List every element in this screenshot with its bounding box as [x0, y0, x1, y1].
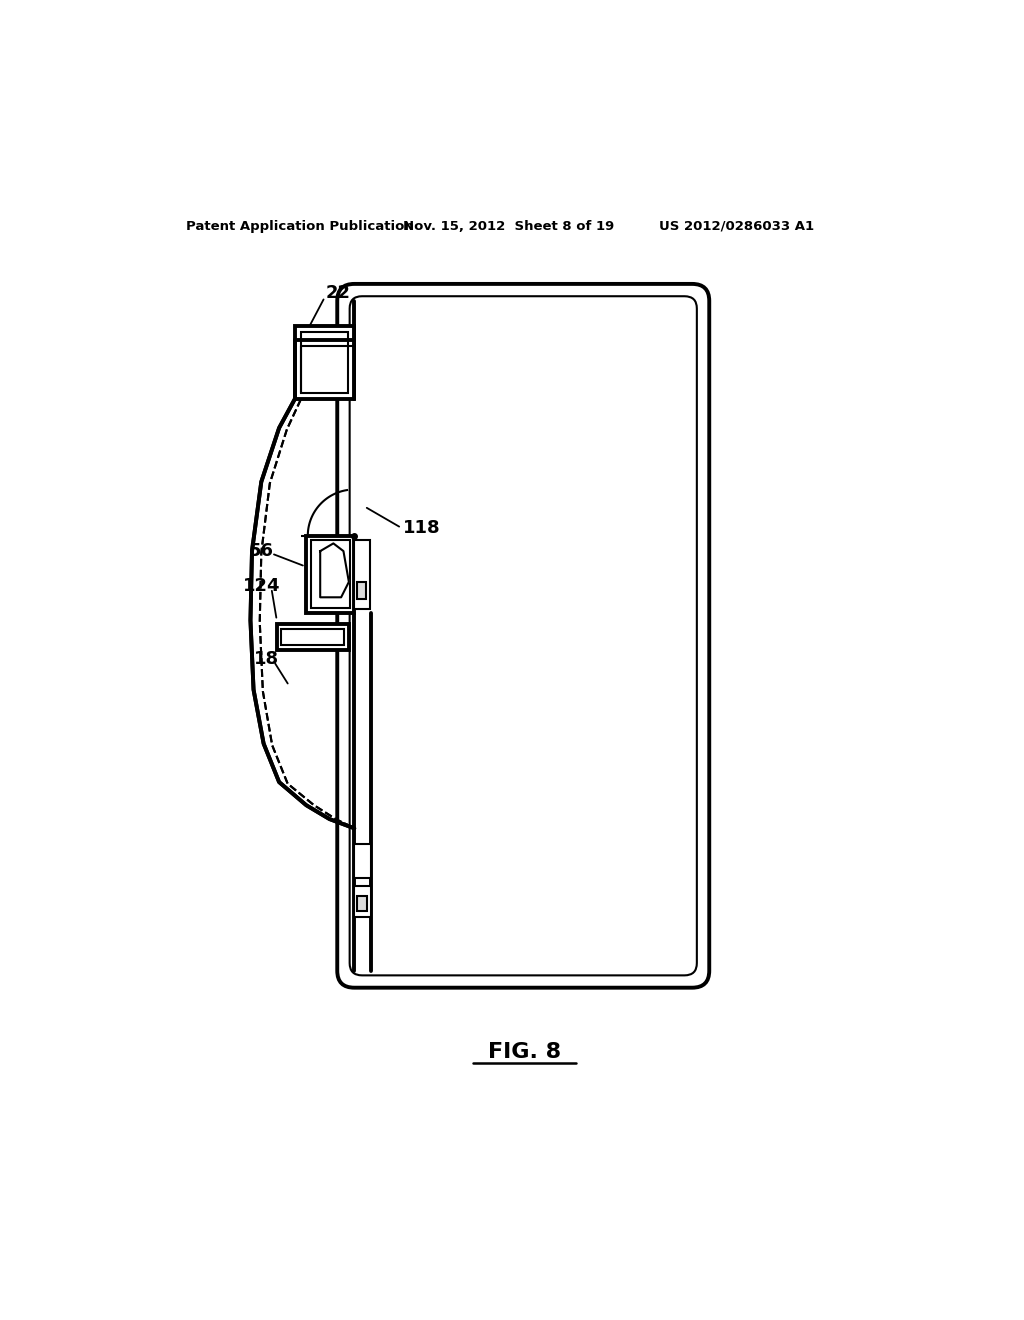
- Bar: [354, 843, 372, 878]
- Polygon shape: [321, 544, 349, 598]
- Polygon shape: [251, 400, 354, 829]
- Text: Nov. 15, 2012  Sheet 8 of 19: Nov. 15, 2012 Sheet 8 of 19: [403, 219, 614, 232]
- Text: 124: 124: [243, 577, 281, 595]
- Bar: [357, 896, 367, 911]
- Text: Patent Application Publication: Patent Application Publication: [186, 219, 414, 232]
- Text: 56: 56: [248, 543, 273, 560]
- FancyBboxPatch shape: [337, 284, 710, 987]
- Bar: [276, 624, 349, 649]
- Bar: [311, 540, 349, 609]
- Text: 22: 22: [326, 284, 350, 302]
- Bar: [301, 333, 348, 393]
- Text: 118: 118: [403, 519, 440, 537]
- Bar: [282, 628, 344, 645]
- Bar: [306, 536, 354, 612]
- Bar: [295, 326, 354, 400]
- Bar: [354, 540, 370, 609]
- Text: 18: 18: [254, 649, 279, 668]
- Bar: [356, 582, 366, 599]
- Bar: [354, 886, 372, 917]
- Text: US 2012/0286033 A1: US 2012/0286033 A1: [658, 219, 814, 232]
- Text: FIG. 8: FIG. 8: [488, 1041, 561, 1061]
